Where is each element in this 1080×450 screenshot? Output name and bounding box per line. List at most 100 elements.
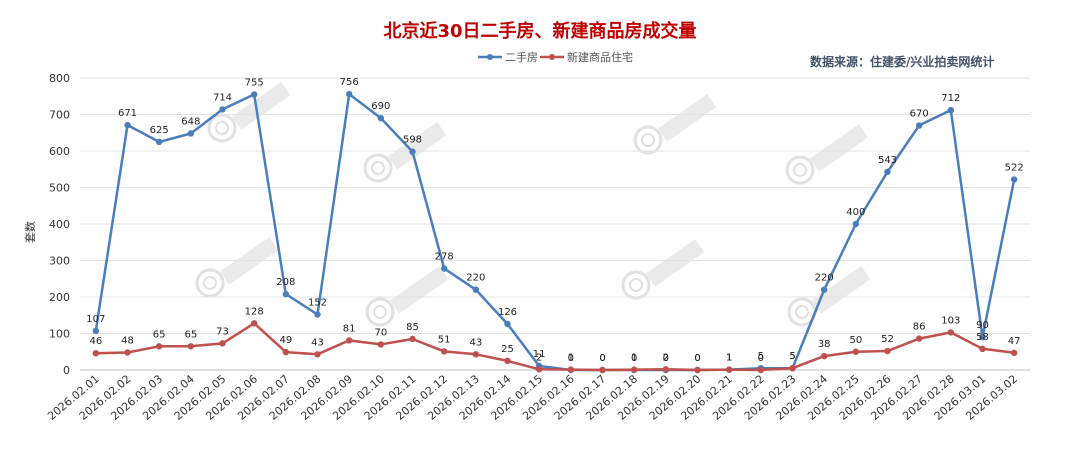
- y-tick-label: 200: [49, 291, 70, 304]
- data-label: 625: [150, 125, 169, 136]
- data-point[interactable]: [314, 351, 321, 358]
- data-point[interactable]: [155, 343, 163, 350]
- y-tick-label: 300: [49, 255, 70, 268]
- data-point[interactable]: [789, 364, 796, 372]
- data-point[interactable]: [440, 265, 448, 272]
- data-label: 90: [976, 320, 989, 331]
- data-label: 598: [403, 135, 422, 146]
- data-point[interactable]: [282, 348, 290, 356]
- data-label: 1: [631, 353, 637, 364]
- data-label: 51: [438, 334, 451, 345]
- data-point[interactable]: [725, 366, 733, 373]
- data-label: 670: [910, 108, 929, 119]
- data-label: 46: [89, 336, 102, 347]
- data-label: 1: [568, 353, 574, 364]
- data-point[interactable]: [472, 286, 480, 293]
- data-label: 208: [276, 277, 295, 288]
- data-point[interactable]: [219, 340, 226, 347]
- data-point[interactable]: [377, 114, 385, 122]
- data-point[interactable]: [440, 348, 448, 355]
- data-label: 25: [501, 344, 514, 355]
- data-point[interactable]: [979, 333, 986, 341]
- data-point[interactable]: [757, 366, 765, 374]
- data-point[interactable]: [345, 337, 353, 344]
- data-label: 85: [406, 322, 419, 333]
- chart-title: 北京近30日二手房、新建商品房成交量: [383, 20, 696, 42]
- data-point[interactable]: [1010, 176, 1018, 183]
- data-point[interactable]: [852, 220, 860, 228]
- data-point[interactable]: [535, 366, 543, 373]
- data-point[interactable]: [630, 366, 638, 373]
- data-point[interactable]: [345, 90, 353, 98]
- data-label: 0: [568, 353, 574, 364]
- data-point[interactable]: [377, 341, 385, 348]
- data-point[interactable]: [155, 138, 163, 146]
- data-point[interactable]: [92, 327, 100, 335]
- series-line-2: [95, 322, 1015, 372]
- y-tick-labels: 0 100 200 300 400 500 600 700 800: [49, 72, 70, 377]
- data-point[interactable]: [820, 286, 828, 293]
- data-point[interactable]: [947, 106, 955, 114]
- data-point[interactable]: [250, 320, 258, 327]
- data-point[interactable]: [219, 106, 226, 113]
- data-point[interactable]: [187, 130, 195, 137]
- data-label: 0: [663, 353, 669, 364]
- y-tick-label: 0: [63, 364, 70, 377]
- data-point[interactable]: [979, 345, 986, 353]
- data-point[interactable]: [187, 343, 195, 350]
- data-point[interactable]: [504, 357, 511, 365]
- y-tick-label: 800: [49, 72, 70, 85]
- data-point[interactable]: [884, 347, 891, 355]
- series-lines: [94, 92, 1016, 372]
- data-point[interactable]: [472, 351, 480, 358]
- watermark-logo: [785, 124, 869, 185]
- data-label: 0: [631, 353, 637, 364]
- data-label: 47: [1008, 336, 1021, 347]
- series-points: [92, 90, 1018, 374]
- data-point[interactable]: [820, 352, 828, 360]
- legend: 二手房 新建商品住宅: [478, 50, 633, 64]
- watermark-logo: [207, 82, 291, 143]
- data-point[interactable]: [504, 320, 511, 328]
- data-point[interactable]: [852, 348, 860, 355]
- data-point[interactable]: [409, 148, 416, 155]
- data-point[interactable]: [915, 335, 923, 342]
- data-label: 81: [343, 323, 356, 334]
- data-label: 0: [694, 353, 700, 364]
- data-label: 50: [849, 335, 862, 346]
- data-point[interactable]: [409, 335, 416, 343]
- data-point[interactable]: [124, 121, 131, 129]
- data-point[interactable]: [92, 350, 100, 357]
- data-point[interactable]: [915, 122, 923, 129]
- data-label: 278: [435, 252, 454, 263]
- legend-label-series-1: 二手房: [505, 50, 538, 64]
- data-label: 1: [726, 353, 732, 364]
- data-point[interactable]: [884, 168, 891, 176]
- data-label: 11: [533, 349, 546, 360]
- legend-item-series-2[interactable]: 新建商品住宅: [540, 50, 633, 64]
- data-label: 107: [86, 314, 105, 325]
- y-tick-label: 600: [49, 145, 70, 158]
- data-point[interactable]: [282, 290, 290, 298]
- data-point[interactable]: [567, 366, 575, 373]
- data-label: 0: [694, 353, 700, 364]
- data-point[interactable]: [1010, 349, 1018, 357]
- data-label: 65: [184, 329, 197, 340]
- data-point[interactable]: [947, 329, 955, 336]
- data-label: 5: [758, 351, 764, 362]
- y-tick-label: 700: [49, 109, 70, 122]
- data-label: 103: [941, 315, 960, 326]
- watermark-layer: [195, 82, 871, 327]
- data-label: 52: [881, 334, 894, 345]
- data-point[interactable]: [694, 366, 701, 374]
- data-point[interactable]: [662, 366, 670, 373]
- data-label: 2: [536, 352, 542, 363]
- data-point[interactable]: [599, 366, 606, 374]
- series-line-1: [94, 92, 1016, 372]
- data-point[interactable]: [124, 349, 131, 356]
- legend-label-series-2: 新建商品住宅: [567, 50, 633, 64]
- data-point[interactable]: [250, 91, 258, 98]
- data-point[interactable]: [314, 311, 321, 318]
- legend-item-series-1[interactable]: 二手房: [478, 50, 538, 64]
- data-label: 0: [599, 353, 605, 364]
